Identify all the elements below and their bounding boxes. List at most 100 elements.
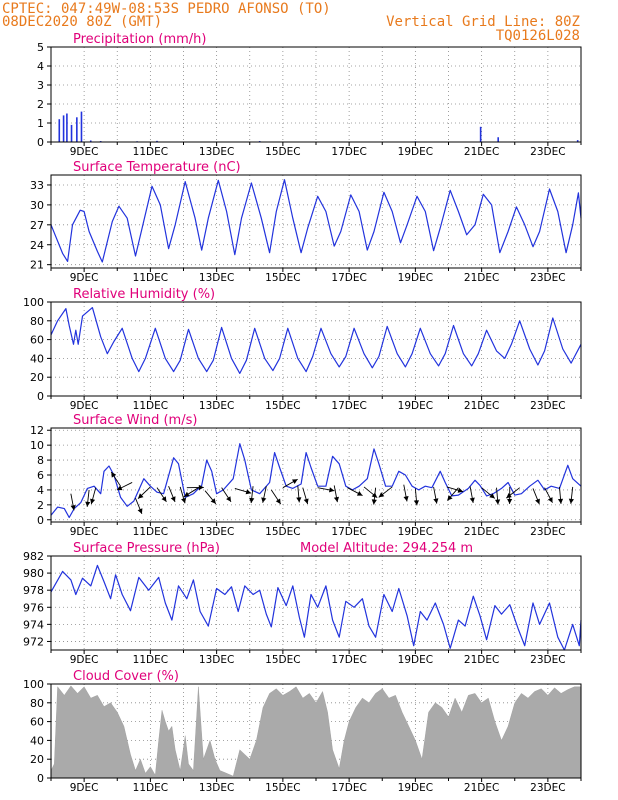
wind-arrow-head [226,496,231,502]
x-tick-label: 17DEC [331,400,366,412]
wind-arrow-head [457,487,464,493]
y-tick-label: 0 [37,772,44,785]
panel-temp: 21 24 27 30 33 9DEC 11DEC 13DEC 15DEC 17DEC 19DEC 2… [30,160,582,284]
x-tick-label: 15DEC [265,272,300,284]
y-tick-label: 60 [30,716,44,729]
wind-arrow-head [333,496,339,503]
precip-bar [497,137,499,142]
y-tick-label: 40 [30,734,44,747]
precip-bar [70,124,73,142]
wind-arrow-head [249,497,255,504]
y-tick-label: 12 [30,424,44,437]
y-tick-label: 20 [30,753,44,766]
x-tick-label: 19DEC [398,526,433,538]
y-tick-label: 20 [30,371,44,384]
precip-bar [58,119,61,142]
precip-bar [576,140,579,142]
wind-arrow-head [138,493,144,499]
x-tick-label: 9DEC [70,782,99,794]
precip-bar [76,117,78,142]
panel-title: Surface Temperature (nC) [73,160,241,175]
x-tick-label: 21DEC [464,782,499,794]
precip-bar [62,115,65,142]
x-tick-label: 11DEC [133,400,168,412]
x-tick-label: 19DEC [398,272,433,284]
y-tick-label: 60 [30,334,44,347]
wind-arrow-head [170,496,176,502]
cloud-area [50,685,582,779]
wind-arrow-head [85,501,91,507]
x-tick-label: 17DEC [331,272,366,284]
plot-area [51,175,581,268]
wind-arrow-head [356,491,363,496]
x-tick-label: 9DEC [70,146,99,158]
pressure-line [50,564,582,651]
y-tick-label: 4 [37,484,44,497]
x-tick-label: 15DEC [265,654,300,666]
y-tick-label: 972 [23,635,44,648]
precip-bar [66,113,68,142]
x-tick-label: 23DEC [530,146,565,158]
y-tick-label: 0 [37,390,44,403]
x-tick-label: 21DEC [464,146,499,158]
y-tick-label: 980 [23,567,44,580]
x-tick-label: 15DEC [265,400,300,412]
x-tick-label: 19DEC [398,400,433,412]
wind-arrow-head [547,497,553,503]
panel-pressure: 972 974 976 978 980 982 9DEC 11DEC 13DEC 15DEC 17D… [23,541,582,666]
x-tick-label: 21DEC [464,654,499,666]
y-tick-label: 10 [30,439,44,452]
wind-arrow-head [70,505,76,511]
wind-arrow-head [275,498,281,505]
precip-bar [156,140,158,142]
wind-arrow-head [495,499,501,505]
wind-arrow-head [507,498,513,504]
temp-line [50,179,582,263]
header-station: CPTEC: 047:49W-08:53S PEDRO AFONSO (TO) [2,1,331,17]
wind-arrow-head [90,498,96,505]
y-tick-label: 982 [23,550,44,563]
x-tick-label: 21DEC [464,400,499,412]
y-tick-label: 2 [37,499,44,512]
x-tick-label: 19DEC [398,782,433,794]
x-tick-label: 11DEC [133,526,168,538]
panel-cloud: 0 20 40 60 80 100 9DEC 11DEC 13DEC 15DEC 17DEC 19DE… [23,669,582,794]
y-tick-label: 976 [23,601,44,614]
y-tick-label: 0 [37,136,44,149]
wind-arrow-head [433,498,439,504]
panel-title: Precipitation (mm/h) [73,32,206,47]
y-tick-label: 1 [37,117,44,130]
wind-arrow-head [378,492,385,498]
wind-arrow-head [403,496,409,502]
x-tick-label: 23DEC [530,782,565,794]
wind-line [50,443,582,519]
wind-arrow-head [489,493,495,499]
x-tick-label: 15DEC [265,146,300,158]
wind-arrow-head [261,497,267,503]
x-tick-label: 9DEC [70,654,99,666]
x-tick-label: 23DEC [530,526,565,538]
panel-title: Relative Humidity (%) [73,287,215,302]
y-tick-label: 8 [37,454,44,467]
x-tick-label: 13DEC [199,146,234,158]
precip-bar [80,111,83,142]
wind-arrow-head [296,497,302,503]
wind-arrow-head [161,496,167,502]
panel-rh: 0 20 40 60 80 100 9DEC 11DEC 13DEC 15DEC 17DEC 19DE… [23,287,582,412]
panel-title: Surface Wind (m/s) [73,413,197,428]
y-tick-label: 3 [37,79,44,92]
x-tick-label: 19DEC [398,146,433,158]
x-tick-label: 13DEC [199,782,234,794]
wind-arrow-head [111,472,117,478]
wind-arrow-head [181,497,187,504]
x-tick-label: 9DEC [70,272,99,284]
y-tick-label: 24 [30,239,44,252]
wind-arrow-head [184,491,190,497]
y-tick-label: 0 [37,514,44,527]
wind-arrow-head [413,500,419,506]
rh-line [50,307,582,374]
x-tick-label: 9DEC [70,400,99,412]
wind-arrow-head [568,498,574,504]
x-tick-label: 15DEC [265,782,300,794]
header-model-id: TQ0126L028 [496,28,580,44]
